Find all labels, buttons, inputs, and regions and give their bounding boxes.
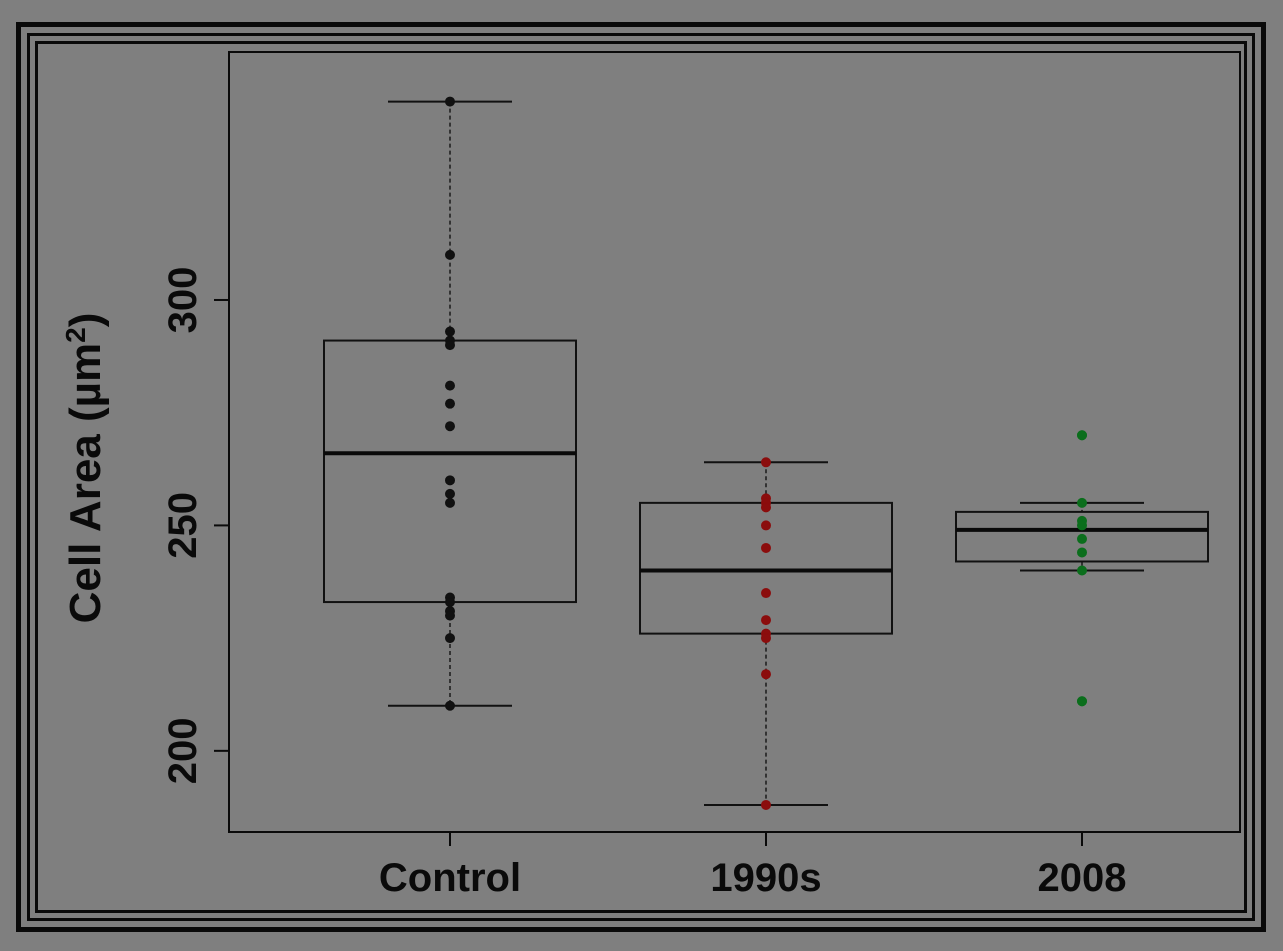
- data-point: [445, 249, 455, 260]
- x-tick-label: Control: [379, 856, 521, 900]
- data-point: [445, 96, 455, 107]
- data-point: [1077, 497, 1087, 508]
- data-point: [445, 380, 455, 391]
- data-point: [1077, 565, 1087, 576]
- box-group-1990s: [639, 457, 893, 810]
- data-point: [445, 700, 455, 711]
- data-point: [761, 799, 771, 810]
- data-point: [445, 488, 455, 499]
- y-tick-label: 300: [161, 267, 205, 334]
- plot-area-border: [228, 51, 1241, 833]
- data-point: [445, 497, 455, 508]
- box-groups: [323, 96, 1209, 810]
- x-tick-label: 2008: [1038, 856, 1127, 900]
- data-point: [761, 615, 771, 626]
- y-tick-label: 200: [161, 717, 205, 784]
- data-point: [445, 421, 455, 432]
- data-point: [1077, 533, 1087, 544]
- y-axis-label-superscript: 2: [60, 327, 91, 343]
- data-point: [445, 597, 455, 608]
- data-point: [1077, 430, 1087, 441]
- data-point: [761, 502, 771, 513]
- inner-frame: [35, 41, 1247, 913]
- data-point: [445, 475, 455, 486]
- data-point: [1077, 547, 1087, 558]
- data-point: [761, 588, 771, 599]
- iqr-box: [955, 510, 1209, 563]
- data-point: [445, 610, 455, 621]
- y-axis-label-close: ): [61, 313, 110, 328]
- x-tick-label: 1990s: [710, 856, 821, 900]
- data-point: [761, 542, 771, 553]
- data-point: [761, 520, 771, 531]
- y-axis-label-main: Cell Area (µm: [61, 343, 110, 623]
- outer-frame: [16, 22, 1266, 932]
- iqr-box: [323, 339, 577, 604]
- data-point: [761, 669, 771, 680]
- box-group-2008: [955, 430, 1209, 707]
- y-axis-label: Cell Area (µm2): [60, 313, 111, 624]
- data-point: [1077, 520, 1087, 531]
- data-point: [445, 633, 455, 644]
- data-point: [445, 326, 455, 337]
- y-axis: 200 250 300: [161, 267, 229, 784]
- data-point: [761, 457, 771, 468]
- data-point: [445, 398, 455, 409]
- box-group-control: [323, 96, 577, 711]
- data-point: [761, 633, 771, 644]
- middle-frame: [27, 33, 1255, 921]
- y-tick-label: 250: [161, 492, 205, 559]
- data-point: [1077, 696, 1087, 707]
- data-point: [445, 340, 455, 351]
- x-axis: Control 1990s 2008: [379, 832, 1127, 900]
